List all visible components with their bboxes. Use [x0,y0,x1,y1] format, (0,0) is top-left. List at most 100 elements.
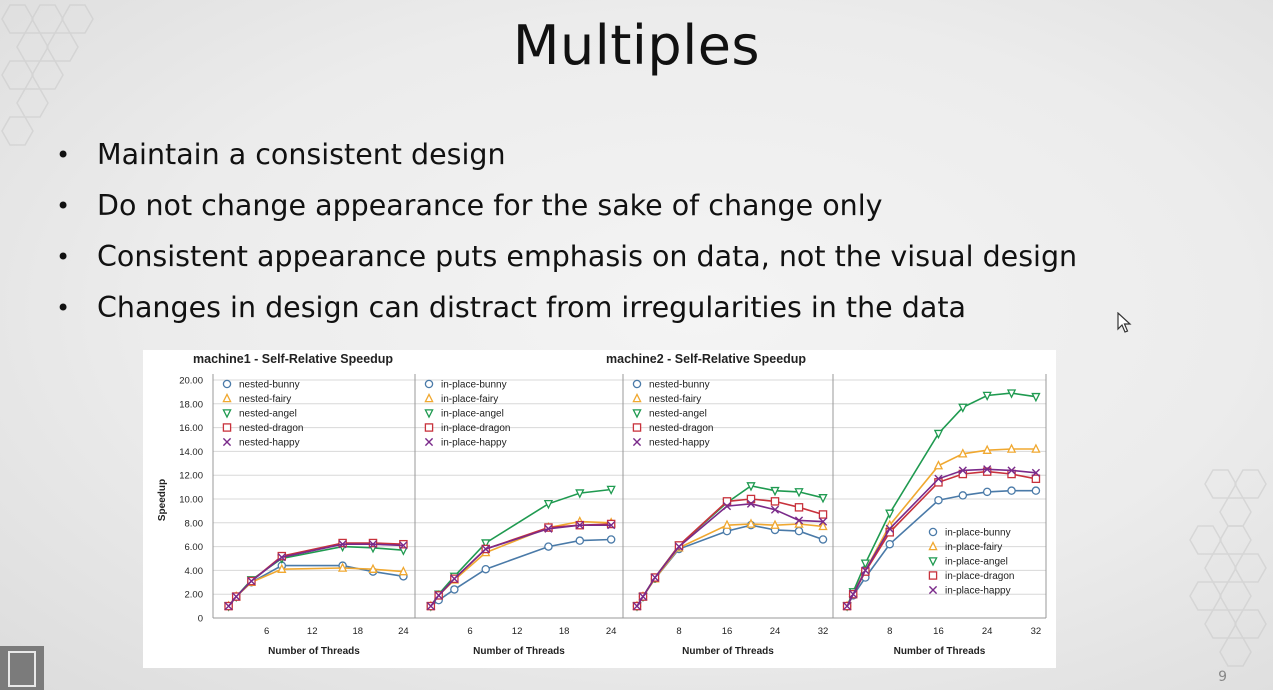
y-tick-label: 2.00 [185,590,204,601]
data-point-nested-fairy [398,566,409,576]
data-point-nested-dragon [674,541,684,550]
data-point-nested-bunny [794,526,804,536]
data-point-in-place-happy [842,602,852,611]
data-point-in-place-happy [426,602,435,611]
y-tick-label: 6.00 [185,542,204,553]
hex-pattern-decoration-right [1189,469,1267,667]
x-tick-label: 6 [264,626,269,637]
data-point-in-place-happy [849,590,858,599]
y-tick-label: 12.00 [179,471,203,482]
y-tick-label: 4.00 [185,566,204,577]
data-point-in-place-bunny [1031,486,1041,495]
bullet-text: Do not change appearance for the sake of… [97,189,883,222]
data-point-in-place-bunny [1007,486,1016,495]
data-point-nested-fairy [277,563,287,573]
data-point-in-place-bunny [544,542,553,551]
data-point-nested-happy [818,517,828,526]
speedup-chart-svg: machine1 - Self-Relative Speedup machine2… [157,352,1047,657]
series-line-nested-fairy [227,567,404,607]
data-point-in-place-angel [958,403,968,413]
data-point-nested-dragon [746,494,756,504]
data-point-nested-happy [632,602,642,611]
data-point-in-place-fairy [958,448,968,458]
y-tick-label: 14.00 [179,447,203,458]
data-point-in-place-bunny [958,491,968,500]
data-point-nested-dragon [338,538,347,548]
y-tick-label: 18.00 [179,399,203,410]
legend-label-nested-happy: nested-happy [239,438,300,449]
data-point-in-place-happy [885,524,894,533]
data-point-in-place-bunny [575,536,585,545]
x-tick-label: 16 [933,626,944,637]
legend-label-nested-angel: nested-angel [239,409,297,420]
y-tick-label: 16.00 [179,423,203,434]
data-point-in-place-dragon [1031,474,1041,484]
legend-marker-in-place-fairy [928,540,938,551]
legend-marker-in-place-bunny [424,379,434,389]
legend-marker-in-place-happy [424,437,434,447]
data-point-in-place-fairy [1006,443,1017,453]
x-tick-label: 32 [818,626,829,637]
data-point-nested-happy [722,502,732,511]
x-tick-label: 8 [887,626,892,637]
data-point-in-place-dragon [1007,469,1016,479]
data-point-in-place-happy [958,466,967,475]
legend-marker-nested-fairy [632,392,642,403]
page-number: 9 [1218,669,1227,685]
data-point-in-place-angel [860,559,871,569]
data-point-nested-dragon [794,503,804,512]
data-point-nested-dragon [399,539,408,549]
y-axis-label: Speedup [157,479,168,521]
bullet-item: • Do not change appearance for the sake o… [56,185,1077,236]
legend-label-nested-angel: nested-angel [649,409,707,420]
data-point-in-place-happy [934,474,943,483]
bullet-dot: • [56,294,71,322]
legend-label-nested-dragon: nested-dragon [649,423,714,434]
legend-label-in-place-bunny: in-place-bunny [945,528,1011,539]
data-point-nested-happy [368,540,378,549]
data-point-in-place-happy [575,521,584,530]
y-tick-label: 20.00 [179,376,203,387]
data-point-in-place-happy [544,524,553,533]
data-point-in-place-happy [1031,468,1041,477]
data-point-nested-happy [277,553,286,562]
data-point-in-place-happy [434,591,443,600]
x-tick-label: 12 [307,626,318,637]
legend-label-in-place-fairy: in-place-fairy [441,394,498,405]
data-point-in-place-angel [575,489,585,499]
data-point-nested-angel [794,488,804,498]
legend-marker-nested-happy [632,437,642,447]
data-point-nested-angel [818,494,828,504]
x-tick-label: 12 [512,626,523,637]
series-line-in-place-fairy [430,520,612,607]
legend-label-in-place-happy: in-place-happy [945,586,1011,597]
data-point-nested-happy [338,540,347,549]
legend-marker-nested-angel [632,409,642,419]
legend-label-in-place-angel: in-place-angel [945,557,1008,568]
y-tick-label: 10.00 [179,495,203,506]
data-point-nested-fairy [818,520,828,531]
chart-title-machine2: machine2 - Self-Relative Speedup [606,352,806,366]
data-point-in-place-bunny [982,487,992,497]
x-tick-label: 24 [982,626,993,637]
legend-label-nested-dragon: nested-dragon [239,423,304,434]
x-axis-label: Number of Threads [894,646,986,657]
series-line-nested-happy [636,502,824,607]
data-point-nested-fairy [368,563,378,573]
data-point-nested-angel [770,486,780,497]
data-point-in-place-angel [885,509,895,519]
data-point-nested-fairy [794,518,804,528]
data-point-nested-happy [770,505,780,514]
y-tick-label: 8.00 [185,518,204,529]
data-point-nested-angel [746,482,756,492]
data-point-in-place-angel [606,485,616,496]
data-point-in-place-happy [861,566,870,575]
data-point-in-place-bunny [450,585,459,594]
data-point-nested-fairy [746,518,756,528]
data-point-nested-happy [794,516,804,525]
data-point-in-place-angel [933,429,944,440]
data-point-in-place-dragon [982,467,992,476]
data-point-nested-dragon [722,497,732,506]
data-point-in-place-fairy [933,460,944,470]
university-logo [0,646,44,690]
